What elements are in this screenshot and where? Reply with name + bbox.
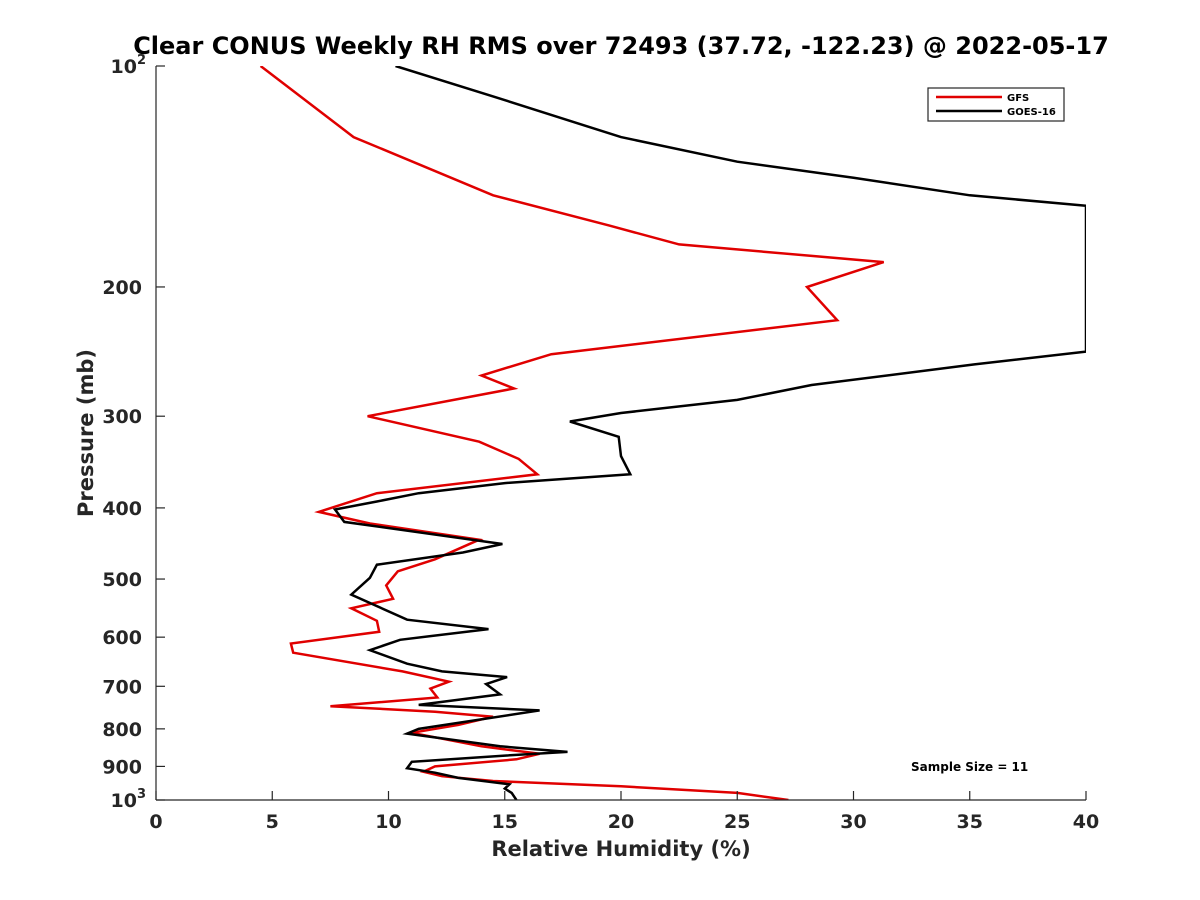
x-tick-label: 10 [375, 811, 401, 833]
y-axis-label: Pressure (mb) [74, 349, 98, 517]
x-tick-label: 25 [724, 811, 750, 833]
y-tick-label: 102 [111, 53, 147, 78]
x-tick-label: 15 [492, 811, 518, 833]
y-tick-label: 200 [102, 277, 142, 299]
y-tick-label-exponent: 3 [137, 787, 146, 802]
y-tick-label: 900 [102, 756, 142, 778]
x-tick-label: 0 [149, 811, 162, 833]
series-line-goes16 [332, 66, 1086, 800]
legend-label-gfs: GFS [1007, 93, 1029, 104]
y-tick-label: 600 [102, 627, 142, 649]
x-tick-label: 5 [266, 811, 279, 833]
y-tick-label: 500 [102, 569, 142, 591]
y-tick-label: 300 [102, 406, 142, 428]
y-tick-label: 800 [102, 719, 142, 741]
x-axis-label: Relative Humidity (%) [491, 837, 750, 861]
y-tick-label: 400 [102, 498, 142, 520]
legend-label-goes16: GOES-16 [1007, 107, 1056, 118]
y-tick-label-base: 10 [111, 56, 137, 78]
plot-area: 0 5 10 15 20 25 30 35 40102200300400500600700800… [102, 53, 1099, 833]
x-tick-label: 40 [1073, 811, 1099, 833]
x-tick-label: 35 [957, 811, 983, 833]
y-tick-label: 700 [102, 676, 142, 698]
y-tick-label-base: 10 [111, 790, 137, 812]
y-tick-label: 103 [111, 787, 147, 812]
x-tick-label: 30 [840, 811, 866, 833]
legend: GFS GOES-16 [927, 87, 1065, 122]
x-tick-label: 20 [608, 811, 634, 833]
y-tick-label-exponent: 2 [137, 53, 146, 68]
legend-box [927, 87, 1065, 122]
sample-size-annotation: Sample Size = 11 [911, 760, 1028, 774]
series-line-gfs [259, 66, 885, 800]
chart-title: Clear CONUS Weekly RH RMS over 72493 (37… [133, 32, 1109, 60]
